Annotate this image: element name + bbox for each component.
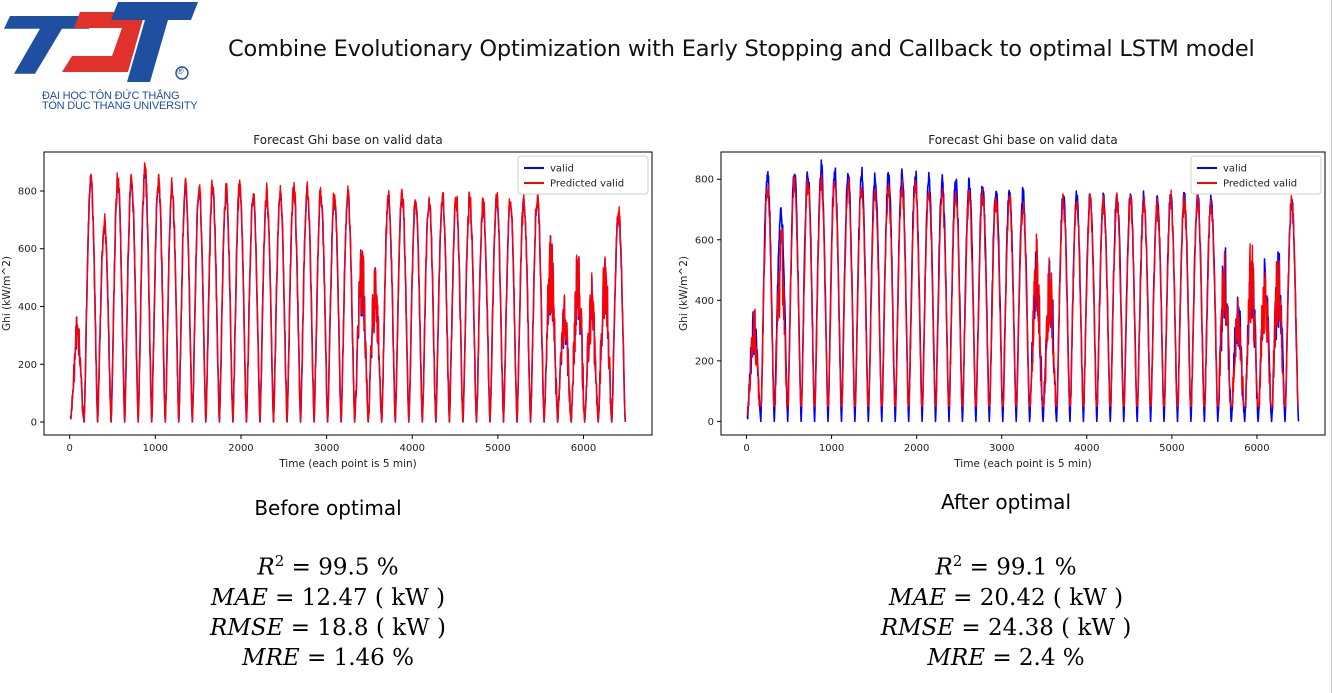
metrics-before-optimal: R2 = 99.5 % MAE = 12.47 ( kW ) RMSE = 18.8… — [158, 546, 498, 673]
legend-label: Predicted valid — [550, 179, 624, 190]
metric-label: MAE — [888, 584, 946, 611]
x-tick-label: 0 — [67, 443, 73, 454]
y-tick-label: 800 — [18, 186, 37, 197]
metric-value: = 2.4 % — [985, 644, 1085, 671]
y-axis-label: Ghi (kW/m^2) — [1, 256, 13, 331]
logo-line-vietnamese: ĐẠI HỌC TÔN ĐỨC THẮNG — [42, 90, 180, 102]
metric-value: = 99.5 % — [284, 554, 399, 581]
chart-title: Forecast Ghi base on valid data — [253, 133, 442, 147]
metric-superscript: 2 — [274, 552, 285, 570]
x-tick-label: 1000 — [143, 443, 168, 454]
metric-label: MRE — [927, 644, 986, 671]
caption-after-optimal: After optimal — [940, 490, 1071, 514]
metric-label: MRE — [242, 644, 300, 671]
metrics-after-optimal: R2 = 99.1 % MAE = 20.42 ( kW ) RMSE = 24.3… — [836, 546, 1176, 673]
series-line-valid — [746, 159, 1300, 423]
legend-label: valid — [1223, 164, 1247, 175]
metric-value: = 1.46 % — [299, 644, 414, 671]
logo-line-english: TON DUC THANG UNIVERSITY — [42, 100, 198, 112]
y-axis-label: Ghi (kW/m^2) — [678, 256, 690, 331]
metric-value: = 18.8 ( kW ) — [283, 614, 446, 641]
x-tick-label: 3000 — [989, 443, 1014, 454]
x-tick-label: 2000 — [904, 443, 929, 454]
y-tick-label: 600 — [18, 244, 37, 255]
metric-mre: MRE = 2.4 % — [836, 643, 1176, 673]
y-tick-label: 200 — [695, 356, 714, 367]
plot-frame — [720, 151, 1326, 436]
series-line-predicted — [746, 173, 1299, 416]
legend-label: Predicted valid — [1223, 179, 1297, 190]
slide-title: Combine Evolutionary Optimization with E… — [228, 36, 1255, 62]
x-axis-label: Time (each point is 5 min) — [953, 458, 1092, 470]
x-tick-label: 6000 — [1244, 443, 1269, 454]
y-tick-label: 0 — [31, 418, 37, 429]
metric-r: R2 = 99.5 % — [158, 546, 498, 583]
legend-box — [517, 155, 649, 195]
metric-mae: MAE = 20.42 ( kW ) — [836, 583, 1176, 613]
chart-title: Forecast Ghi base on valid data — [928, 133, 1117, 147]
x-tick-label: 0 — [743, 443, 749, 454]
university-logo: ® ĐẠI HỌC TÔN ĐỨC THẮNG TON DUC THANG UN… — [0, 0, 205, 115]
legend-label: valid — [550, 164, 574, 175]
tdt-logo-icon — [4, 2, 198, 82]
caption-before-optimal: Before optimal — [254, 496, 402, 520]
metric-superscript: 2 — [952, 552, 963, 570]
metric-value: = 99.1 % — [962, 554, 1077, 581]
x-tick-label: 5000 — [485, 443, 510, 454]
metric-mae: MAE = 12.47 ( kW ) — [158, 583, 498, 613]
y-tick-label: 800 — [695, 175, 714, 186]
x-axis-label: Time (each point is 5 min) — [278, 458, 417, 470]
y-tick-label: 200 — [18, 360, 37, 371]
x-tick-label: 2000 — [228, 443, 253, 454]
series-line-valid — [69, 168, 627, 423]
legend-box — [1190, 155, 1322, 195]
metric-value: = 24.38 ( kW ) — [954, 614, 1132, 641]
metric-label: R — [935, 554, 953, 581]
y-tick-label: 0 — [708, 417, 714, 428]
metric-value: = 12.47 ( kW ) — [267, 584, 446, 611]
plot-frame — [43, 151, 653, 436]
x-tick-label: 1000 — [819, 443, 844, 454]
metric-label: RMSE — [210, 614, 284, 641]
y-tick-label: 600 — [695, 235, 714, 246]
metric-rmse: RMSE = 24.38 ( kW ) — [836, 613, 1176, 643]
metric-label: MAE — [210, 584, 268, 611]
series-line-predicted — [69, 162, 626, 423]
y-tick-label: 400 — [695, 296, 714, 307]
x-tick-label: 4000 — [1074, 443, 1099, 454]
metric-mre: MRE = 1.46 % — [158, 643, 498, 673]
x-tick-label: 3000 — [314, 443, 339, 454]
metric-r: R2 = 99.1 % — [836, 546, 1176, 583]
registered-mark: ® — [177, 66, 184, 76]
y-tick-label: 400 — [18, 302, 37, 313]
metric-label: R — [257, 554, 275, 581]
x-tick-label: 5000 — [1159, 443, 1184, 454]
metric-rmse: RMSE = 18.8 ( kW ) — [158, 613, 498, 643]
x-tick-label: 4000 — [399, 443, 424, 454]
x-tick-label: 6000 — [571, 443, 596, 454]
metric-label: RMSE — [880, 614, 955, 641]
metric-value: = 20.42 ( kW ) — [945, 584, 1124, 611]
